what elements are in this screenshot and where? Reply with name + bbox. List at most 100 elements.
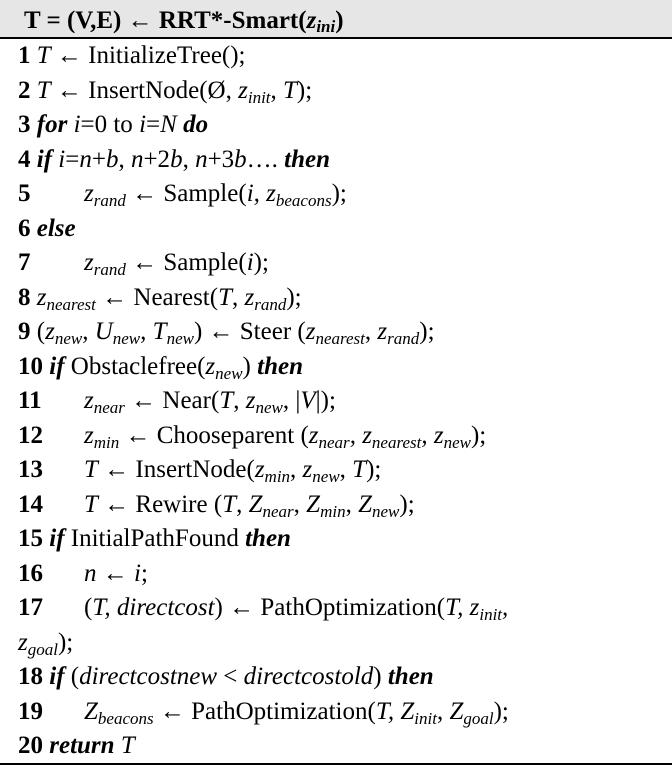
token: T (352, 456, 367, 483)
subscript: nearest (46, 294, 96, 314)
line-number: 15 (18, 525, 43, 552)
line-number: 14 (18, 490, 43, 518)
token: , | (282, 387, 301, 414)
token: N (160, 111, 177, 138)
token: i (52, 145, 66, 173)
token: ← Near( (124, 387, 220, 414)
keyword: if (49, 663, 65, 690)
header-var: z (306, 7, 317, 34)
token: i (246, 249, 254, 276)
token: i (67, 111, 81, 138)
top-strip (0, 0, 672, 3)
subscript: near (93, 398, 125, 417)
subscript: beacons (275, 191, 332, 210)
token: < (217, 663, 244, 690)
subscript: nearest (371, 432, 422, 452)
line-number: 7 (18, 249, 31, 276)
token: ); (286, 283, 302, 311)
token: , T (140, 318, 167, 345)
line-number: 3 (18, 111, 31, 138)
subscript: new (443, 432, 471, 452)
token: T, directcost (92, 594, 215, 621)
token: z (84, 249, 94, 276)
token: T (84, 490, 98, 518)
subscript: min (320, 501, 346, 521)
line-number: 18 (18, 663, 43, 690)
token: ); (296, 76, 313, 104)
token: ( (64, 663, 80, 690)
subscript: near (318, 432, 350, 452)
token: , (182, 145, 196, 173)
token: + (91, 145, 106, 173)
token: n (79, 145, 92, 173)
token: ← Sample( (125, 249, 247, 276)
token: z (36, 283, 47, 311)
line-number: 13 (18, 456, 43, 483)
token: T, Z (375, 697, 415, 725)
line-number: 17 (18, 594, 43, 621)
token: z (84, 387, 94, 414)
token: ) ← PathOptimization( (214, 594, 446, 621)
line-2: 2 T ← InsertNode(Ø, zinit, T); (0, 74, 672, 109)
token: , (236, 490, 249, 518)
token: , (118, 145, 131, 173)
token: Z (449, 697, 464, 725)
token: z (84, 421, 94, 449)
line-6: 6 else (0, 212, 672, 247)
token: , (364, 318, 378, 345)
token: = (65, 145, 80, 173)
token: , (290, 456, 303, 483)
token: Z (84, 697, 98, 725)
token: , U (82, 318, 113, 345)
token: z (238, 76, 248, 104)
line-number: 6 (18, 214, 31, 242)
token: b (234, 145, 247, 173)
bottom-rule (0, 763, 672, 765)
token: Obstaclefree( (64, 352, 206, 380)
token: z (245, 387, 256, 414)
subscript: min (264, 467, 291, 486)
subscript: rand (254, 294, 287, 314)
header-sub: ini (316, 17, 336, 36)
token: z (84, 180, 94, 207)
token: ); (493, 697, 509, 725)
token: |); (315, 387, 336, 414)
subscript: near (262, 501, 294, 521)
top-rule (0, 37, 672, 39)
line-number: 2 (18, 76, 31, 104)
token: ← InsertNode( (97, 456, 255, 483)
line-number: 1 (18, 42, 31, 69)
token: , z (349, 421, 372, 449)
line-number: 20 (18, 732, 43, 759)
subscript: beacons (97, 708, 154, 728)
line-15: 15 if InitialPathFound then (0, 522, 672, 557)
token: , (339, 456, 353, 483)
token: b (105, 145, 119, 173)
token: V (300, 387, 316, 414)
subscript: new (54, 329, 83, 348)
token: i, z (246, 180, 276, 207)
token: z (302, 456, 313, 483)
subscript: rand (93, 260, 126, 279)
line-7: 7 zrand ← Sample(i); (0, 246, 672, 281)
subscript: goal (27, 639, 58, 659)
subscript: init (414, 708, 437, 728)
line-number: 4 (18, 145, 31, 173)
keyword: if (49, 352, 65, 380)
token: ) (373, 663, 388, 690)
subscript: new (312, 467, 340, 486)
token: ); (366, 456, 382, 483)
token: T (36, 76, 51, 104)
token: …. (246, 145, 285, 173)
token: ); (470, 421, 487, 449)
token: ); (399, 490, 415, 518)
token: z (244, 283, 255, 311)
subscript: rand (387, 329, 420, 348)
token: ); (57, 628, 74, 656)
token: z (377, 318, 388, 345)
subscript: new (166, 329, 194, 348)
token: T (36, 42, 51, 69)
token: InitialPathFound (64, 525, 246, 552)
line-number: 5 (18, 180, 31, 207)
token: = (146, 111, 161, 138)
